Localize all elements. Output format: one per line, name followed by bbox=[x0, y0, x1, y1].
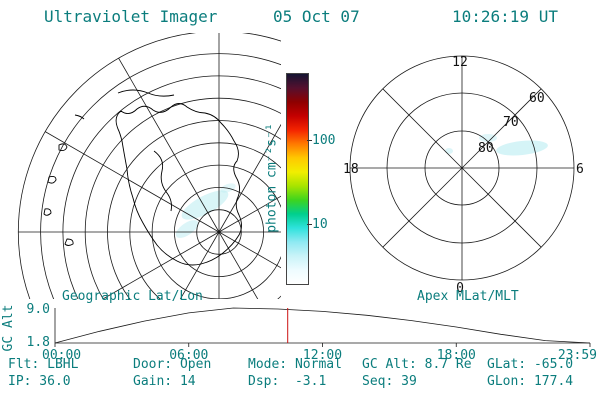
colorbar-tick-label-low: 10 bbox=[312, 217, 328, 232]
time-label: 10:26:19 UT bbox=[452, 7, 558, 26]
antarctica-coastline bbox=[115, 103, 242, 266]
time-tick-label: 18:00 bbox=[437, 348, 476, 361]
geographic-map-plot bbox=[17, 33, 281, 299]
time-tick-label: 12:00 bbox=[303, 348, 342, 361]
status-glat: GLat: -65.0 bbox=[487, 357, 574, 372]
mlat-mlt-grid bbox=[349, 55, 575, 281]
status-flt: Flt: LBHL bbox=[8, 357, 79, 372]
gc-alt-ytick-top: 9.0 bbox=[27, 302, 50, 317]
mlat-label-80: 80 bbox=[478, 141, 494, 156]
gc-alt-strip-chart: 00:00 06:00 12:00 18:00 23:59 9.0 1.8 GC Alt bbox=[1, 302, 597, 361]
gc-alt-ytick-bottom: 1.8 bbox=[27, 335, 50, 350]
colorbar-unit-label: photon cm⁻²s⁻¹ bbox=[264, 123, 280, 233]
time-tick-label: 00:00 bbox=[42, 348, 81, 361]
latlon-grid bbox=[17, 33, 281, 299]
colorbar-tick-mark-high bbox=[307, 140, 312, 141]
status-mode: Mode: Normal bbox=[248, 357, 342, 372]
date-label: 05 Oct 07 bbox=[273, 7, 360, 26]
status-glon: GLon: 177.4 bbox=[487, 374, 574, 389]
polar-panel-caption: Apex MLat/MLT bbox=[417, 289, 519, 304]
mlat-label-70: 70 bbox=[503, 115, 519, 130]
ice-shelf-edge bbox=[153, 150, 172, 212]
instrument-title: Ultraviolet Imager bbox=[44, 7, 218, 26]
status-seq: Seq: 39 bbox=[362, 374, 417, 389]
status-gain: Gain: 14 bbox=[133, 374, 196, 389]
mlt-label-6: 6 bbox=[576, 162, 584, 177]
colorbar-tick-mark-low bbox=[307, 224, 312, 225]
time-tick-label: 06:00 bbox=[169, 348, 208, 361]
gc-alt-axis-label: GC Alt bbox=[1, 305, 16, 352]
status-gcalt: GC Alt: 8.7 Re bbox=[362, 357, 472, 372]
coastal-islands bbox=[43, 114, 85, 246]
mlt-label-18: 18 bbox=[343, 162, 359, 177]
colorbar bbox=[286, 73, 309, 285]
gc-alt-curve-group: 00:00 06:00 12:00 18:00 23:59 bbox=[42, 307, 597, 361]
mlat-mlt-polar-plot: 12 18 6 0 60 70 80 bbox=[343, 55, 584, 296]
mlt-label-0: 0 bbox=[456, 281, 464, 296]
coastline-segment-north bbox=[117, 89, 175, 97]
mlt-label-12: 12 bbox=[452, 55, 468, 70]
status-ip: IP: 36.0 bbox=[8, 374, 71, 389]
status-door: Door: Open bbox=[133, 357, 212, 372]
status-dsp: Dsp: -3.1 bbox=[248, 374, 327, 389]
auroral-emission-mlt bbox=[445, 134, 548, 156]
time-tick-label: 23:59 bbox=[558, 348, 597, 361]
colorbar-tick-label-high: 100 bbox=[312, 133, 336, 148]
geo-panel-caption: Geographic Lat/Lon bbox=[62, 289, 203, 304]
mlat-label-60: 60 bbox=[529, 91, 545, 106]
